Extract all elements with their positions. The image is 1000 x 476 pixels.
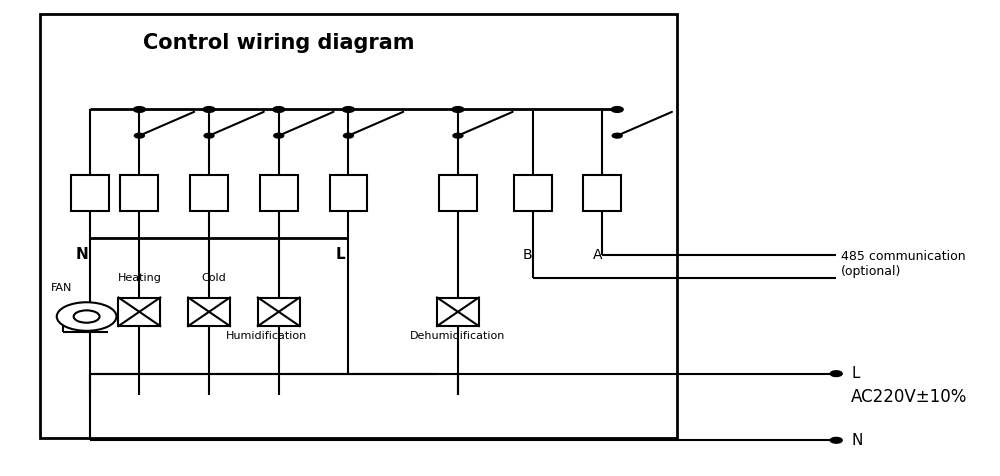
Bar [514, 175, 552, 210]
Text: N: N [851, 433, 863, 448]
Bar [437, 298, 479, 326]
Text: Heating: Heating [117, 273, 161, 284]
Text: L: L [336, 247, 345, 262]
Bar [71, 175, 109, 210]
Circle shape [611, 107, 623, 112]
Bar [118, 298, 160, 326]
Bar [439, 175, 477, 210]
Bar [258, 298, 300, 326]
Circle shape [830, 437, 842, 443]
Circle shape [134, 133, 144, 138]
Bar [40, 14, 677, 438]
Bar [190, 175, 228, 210]
Text: Dehumidification: Dehumidification [410, 330, 506, 341]
Text: N: N [75, 247, 88, 262]
Circle shape [342, 107, 354, 112]
Text: B: B [523, 248, 532, 262]
Circle shape [452, 107, 464, 112]
Circle shape [453, 133, 463, 138]
Circle shape [74, 310, 100, 323]
Circle shape [612, 133, 622, 138]
Bar [260, 175, 298, 210]
Text: L: L [851, 366, 860, 381]
Text: Cold: Cold [202, 273, 226, 284]
Circle shape [343, 133, 353, 138]
Bar [330, 175, 367, 210]
Bar [188, 298, 230, 326]
Circle shape [274, 133, 284, 138]
Text: Humidification: Humidification [226, 330, 307, 341]
Circle shape [204, 133, 214, 138]
Circle shape [203, 107, 215, 112]
Circle shape [830, 371, 842, 377]
Text: AC220V±10%: AC220V±10% [851, 388, 968, 407]
Circle shape [57, 302, 116, 331]
Circle shape [133, 107, 145, 112]
Text: 485 communication
(optional): 485 communication (optional) [841, 250, 966, 278]
Text: A: A [593, 248, 602, 262]
Bar [120, 175, 158, 210]
Bar [583, 175, 621, 210]
Circle shape [273, 107, 285, 112]
Text: Control wiring diagram: Control wiring diagram [143, 33, 414, 53]
Text: FAN: FAN [51, 283, 72, 293]
